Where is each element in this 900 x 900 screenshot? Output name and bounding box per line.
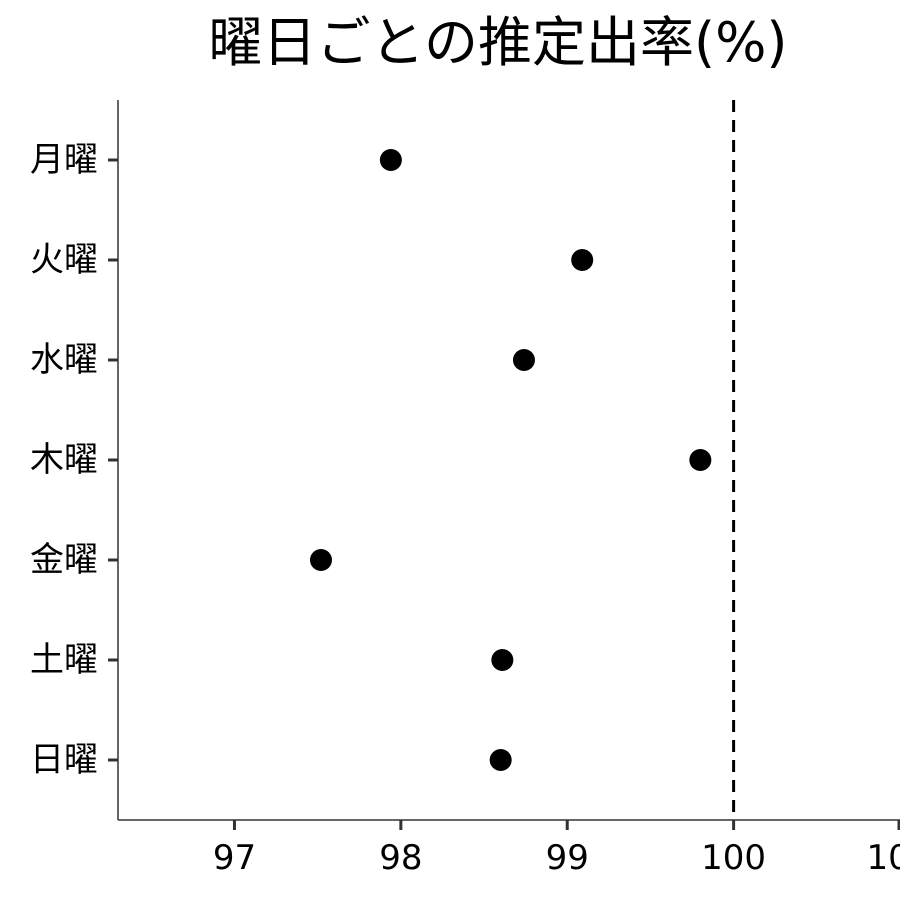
data-points bbox=[309, 149, 712, 771]
data-point bbox=[309, 549, 332, 571]
data-point bbox=[512, 349, 535, 371]
chart-title: 曜日ごとの推定出率(%) bbox=[208, 11, 788, 74]
y-tick-label: 月曜 bbox=[30, 140, 98, 180]
y-tick-label: 土曜 bbox=[30, 640, 98, 680]
data-point bbox=[571, 249, 594, 271]
x-tick-label: 97 bbox=[213, 838, 256, 878]
y-tick-label: 木曜 bbox=[30, 440, 98, 480]
y-tick-label: 日曜 bbox=[30, 740, 98, 780]
x-tick-label: 100 bbox=[701, 838, 766, 878]
data-point bbox=[491, 649, 514, 671]
x-tick-label: 98 bbox=[379, 838, 422, 878]
x-axis-ticks: 97 98 99 100 101 bbox=[213, 820, 900, 878]
x-tick-label: 99 bbox=[546, 838, 589, 878]
y-tick-label: 水曜 bbox=[30, 340, 98, 380]
x-tick-label: 101 bbox=[867, 838, 900, 878]
data-point bbox=[489, 749, 512, 771]
y-tick-label: 火曜 bbox=[30, 240, 98, 280]
y-tick-label: 金曜 bbox=[30, 540, 98, 580]
data-point bbox=[379, 149, 402, 171]
data-point bbox=[689, 449, 712, 471]
